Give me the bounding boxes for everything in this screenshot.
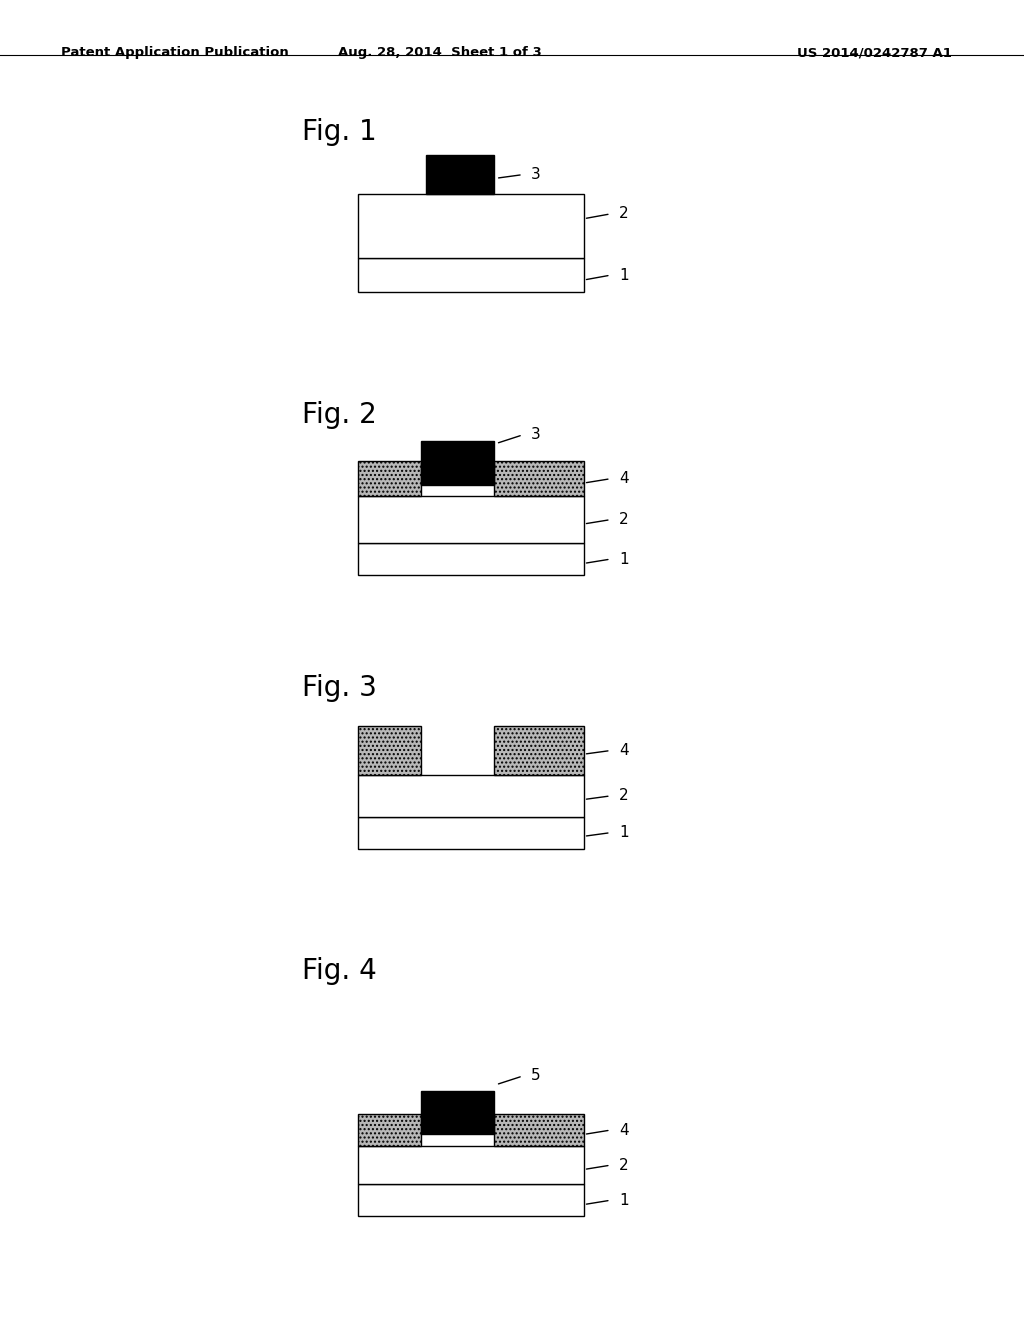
Bar	[358, 775, 584, 817]
Bar	[358, 817, 584, 849]
Text: Fig. 3: Fig. 3	[302, 675, 377, 702]
Text: 2: 2	[618, 512, 629, 527]
Bar	[494, 1114, 584, 1146]
Text: 2: 2	[618, 206, 629, 222]
Bar	[358, 543, 584, 576]
Bar	[358, 1146, 584, 1184]
Text: 3: 3	[531, 428, 541, 442]
Bar	[358, 257, 584, 292]
Text: 1: 1	[618, 1193, 629, 1208]
Bar	[358, 194, 584, 257]
Bar	[494, 726, 584, 775]
Bar	[422, 441, 494, 484]
Bar	[358, 726, 422, 775]
Bar	[358, 496, 584, 543]
Bar	[494, 461, 584, 496]
Text: 1: 1	[618, 552, 629, 566]
Text: Fig. 2: Fig. 2	[302, 401, 377, 429]
Text: 4: 4	[618, 743, 629, 758]
Bar	[358, 461, 422, 496]
Bar	[422, 1090, 494, 1134]
Text: Fig. 4: Fig. 4	[302, 957, 377, 985]
Text: Fig. 1: Fig. 1	[302, 119, 377, 147]
Text: 2: 2	[618, 788, 629, 804]
Text: 4: 4	[618, 471, 629, 486]
Text: Aug. 28, 2014  Sheet 1 of 3: Aug. 28, 2014 Sheet 1 of 3	[339, 46, 542, 59]
Bar	[358, 1114, 422, 1146]
Text: Patent Application Publication: Patent Application Publication	[61, 46, 289, 59]
Text: 1: 1	[618, 825, 629, 840]
Text: 1: 1	[618, 268, 629, 282]
Bar	[358, 1184, 584, 1216]
Text: 5: 5	[531, 1068, 541, 1084]
Text: 3: 3	[531, 168, 541, 182]
Text: 2: 2	[618, 1158, 629, 1172]
Bar	[426, 154, 494, 194]
Text: 4: 4	[618, 1122, 629, 1138]
Text: US 2014/0242787 A1: US 2014/0242787 A1	[798, 46, 952, 59]
